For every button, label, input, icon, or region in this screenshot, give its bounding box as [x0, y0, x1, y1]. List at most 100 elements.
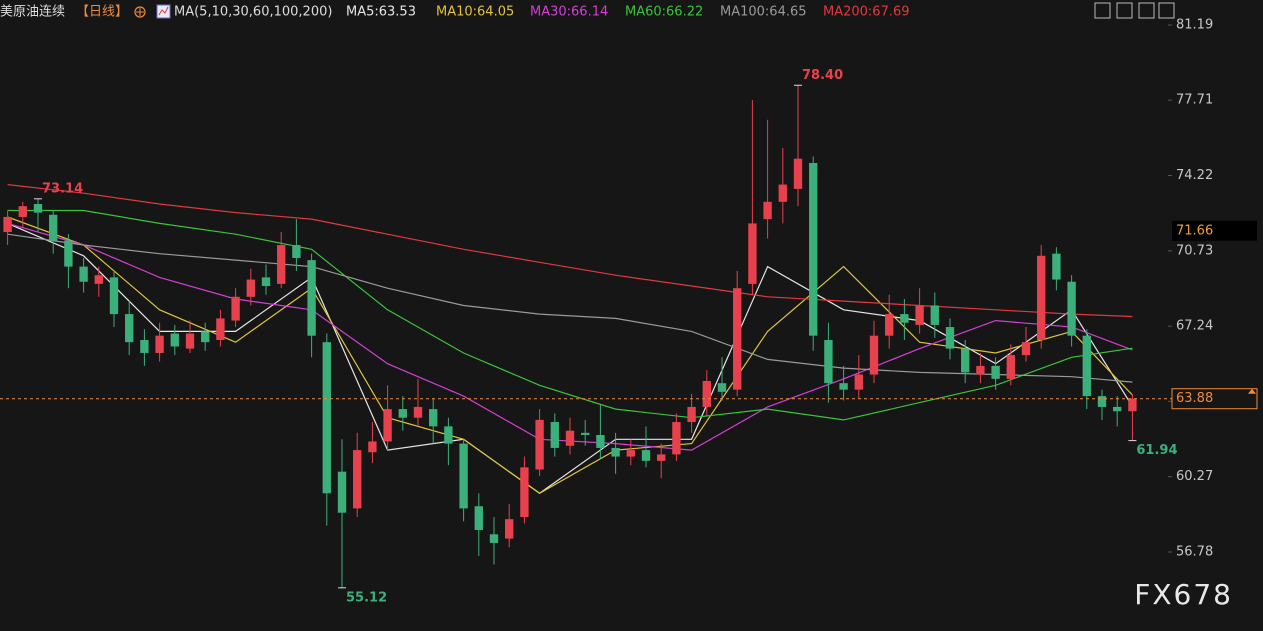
add-icon[interactable] — [134, 6, 146, 18]
candle-body — [869, 335, 879, 375]
candle-body — [201, 331, 210, 343]
candle-body — [413, 406, 423, 418]
candle-body — [885, 314, 894, 336]
indicator-icon-line — [158, 6, 169, 16]
tool-button[interactable] — [1116, 2, 1133, 19]
candle-body — [3, 216, 12, 233]
legend-entry: MA200:67.69 — [823, 5, 910, 20]
candle-body — [611, 447, 620, 457]
legend-entry: MA10:64.05 — [436, 5, 514, 20]
legend-entry: MA100:64.65 — [720, 5, 807, 20]
candle-body — [535, 419, 544, 470]
header: 美原油连续 【日线】 MA(5,10,30,60,100,200) MA5:63… — [0, 4, 910, 20]
candle-body — [1067, 281, 1076, 336]
candle-body — [429, 409, 438, 427]
ma-line — [7, 222, 1133, 451]
candle-body — [109, 277, 119, 315]
candle-body — [778, 184, 787, 202]
candle-body — [292, 245, 301, 258]
marker-price-label: 71.66 — [1176, 223, 1213, 238]
candle-body — [945, 327, 955, 349]
candle-body — [748, 223, 757, 284]
candle-body — [1113, 406, 1122, 412]
candle-body — [1097, 396, 1107, 407]
period-label[interactable]: 【日线】 — [76, 5, 128, 20]
candle-body — [702, 381, 711, 407]
annotation-label: 78.40 — [802, 68, 843, 83]
legend-entry: MA60:66.22 — [625, 5, 703, 20]
candle-body — [930, 305, 939, 325]
ma-line — [7, 184, 1133, 318]
last-price-box — [1171, 388, 1258, 410]
candle-body — [763, 201, 772, 220]
candle-body — [1082, 335, 1091, 397]
y-tick-label: 74.22 — [1176, 168, 1213, 183]
candle-body — [337, 471, 347, 513]
ma-line — [7, 209, 1133, 421]
candle-body — [307, 260, 316, 336]
candle-body — [824, 340, 833, 384]
candle-body — [961, 348, 970, 373]
legend-entry: MA5:63.53 — [346, 5, 416, 20]
candle-body — [976, 365, 985, 375]
ma-line — [7, 233, 1133, 383]
candle-body — [550, 422, 559, 448]
toolbar — [1094, 2, 1175, 19]
candle-body — [733, 288, 742, 390]
candle-body — [1037, 255, 1046, 341]
plot-area: 73.14 78.40 55.12 61.94 — [0, 68, 1250, 605]
y-tick-label: 70.73 — [1176, 243, 1213, 258]
candle-body — [672, 422, 681, 455]
candle-body — [140, 340, 149, 353]
candle-body — [246, 279, 255, 297]
ma-line — [7, 222, 1133, 495]
legend-entry: MA30:66.14 — [530, 5, 608, 20]
annotation-label: 61.94 — [1136, 443, 1177, 458]
candle-body — [216, 318, 225, 341]
watermark: FX678 — [1134, 578, 1233, 611]
candle-body — [398, 409, 407, 418]
candle-body — [155, 335, 164, 353]
candle-body — [368, 441, 377, 453]
candle-body — [261, 277, 271, 287]
marker-price-box — [1172, 220, 1257, 241]
candle-body — [1128, 398, 1137, 412]
tool-button[interactable] — [1158, 2, 1175, 19]
candle-body — [170, 333, 179, 347]
candle-body — [839, 383, 848, 390]
candle-body — [1006, 355, 1015, 379]
candle-body — [900, 314, 909, 323]
candle-body — [657, 454, 666, 461]
last-price-label: 63.88 — [1176, 391, 1213, 406]
candle-body — [717, 383, 727, 392]
candle-body — [474, 506, 483, 530]
instrument-title: 美原油连续 — [0, 4, 65, 20]
price-arrow — [1248, 388, 1256, 394]
candle-body — [915, 305, 924, 325]
candle-body — [505, 519, 514, 539]
candle-body — [185, 333, 195, 349]
candle-body — [33, 204, 43, 213]
annotation-label: 73.14 — [42, 181, 83, 196]
candle-body — [49, 214, 58, 241]
candle-body — [565, 430, 575, 446]
candle-body — [520, 467, 529, 518]
ma-line — [7, 216, 1133, 495]
candle-body — [383, 409, 392, 442]
candle-body — [277, 245, 286, 284]
candle-body — [444, 426, 453, 444]
candle-body — [94, 275, 103, 284]
y-tick-label: 60.27 — [1176, 469, 1213, 484]
candle-body — [626, 450, 635, 457]
candle-body — [1052, 253, 1061, 280]
candle-body — [64, 240, 73, 267]
candle-body — [687, 406, 696, 423]
candle-body — [231, 296, 240, 321]
candle-body — [459, 443, 468, 509]
tool-button[interactable] — [1094, 2, 1111, 19]
y-tick-label: 77.71 — [1176, 93, 1213, 108]
candle-body — [125, 314, 134, 343]
candle-body — [353, 450, 362, 509]
tool-button[interactable] — [1138, 2, 1155, 19]
